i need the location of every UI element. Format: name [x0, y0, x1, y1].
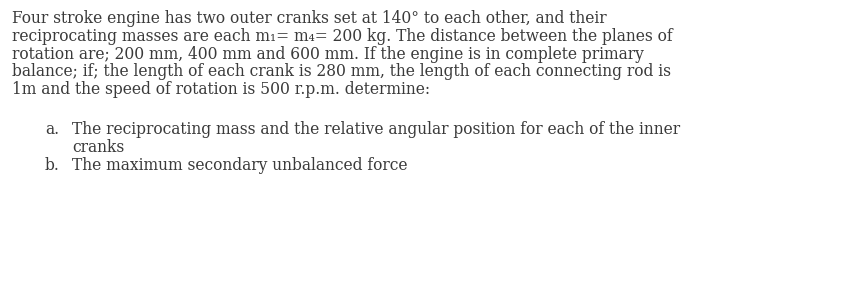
Text: The reciprocating mass and the relative angular position for each of the inner: The reciprocating mass and the relative … — [72, 121, 680, 138]
Text: cranks: cranks — [72, 139, 124, 156]
Text: reciprocating masses are each m₁= m₄= 200 kg. The distance between the planes of: reciprocating masses are each m₁= m₄= 20… — [12, 28, 673, 45]
Text: balance; if; the length of each crank is 280 mm, the length of each connecting r: balance; if; the length of each crank is… — [12, 63, 671, 80]
Text: 1m and the speed of rotation is 500 r.p.m. determine:: 1m and the speed of rotation is 500 r.p.… — [12, 81, 430, 98]
Text: The maximum secondary unbalanced force: The maximum secondary unbalanced force — [72, 157, 408, 174]
Text: Four stroke engine has two outer cranks set at 140° to each other, and their: Four stroke engine has two outer cranks … — [12, 10, 607, 27]
Text: b.: b. — [45, 157, 60, 174]
Text: a.: a. — [45, 121, 59, 138]
Text: rotation are; 200 mm, 400 mm and 600 mm. If the engine is in complete primary: rotation are; 200 mm, 400 mm and 600 mm.… — [12, 46, 644, 62]
